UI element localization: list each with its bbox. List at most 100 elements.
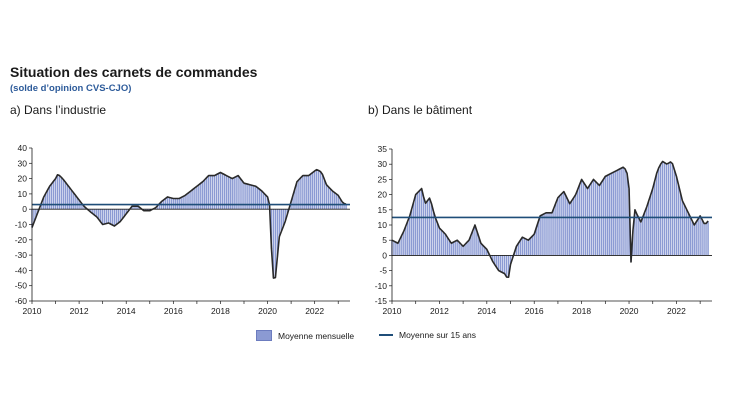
industry-bar [327, 186, 330, 210]
industry-bar [117, 208, 120, 224]
industry-bar [264, 194, 267, 210]
building-bar [679, 192, 682, 256]
industry-bar [103, 208, 106, 225]
industry-y-tick-label: 10 [18, 189, 28, 199]
building-bar [612, 172, 615, 256]
legend-line-label: Moyenne sur 15 ans [399, 330, 477, 340]
building-bar [659, 163, 662, 256]
legend-bars-label: Moyenne mensuelle [278, 330, 355, 341]
building-bar [394, 242, 398, 256]
industry-x-tick-label: 2010 [23, 306, 42, 316]
industry-bar [331, 190, 334, 210]
industry-bar [329, 188, 332, 210]
building-x-tick-label: 2022 [667, 306, 686, 316]
building-bar [533, 233, 536, 256]
building-bar [702, 223, 706, 256]
building-bar [457, 242, 461, 256]
building-bar [675, 176, 678, 256]
building-bar [619, 168, 623, 256]
chart-subtitle: (solde d’opinion CVS-CJO) [10, 83, 132, 94]
building-bar [531, 235, 534, 256]
building-bar [452, 242, 455, 256]
building-bar [639, 221, 643, 256]
building-bar [523, 237, 526, 256]
building-bar [572, 197, 575, 256]
building-bar [521, 236, 524, 256]
building-y-tick-label: -15 [375, 296, 388, 306]
industry-bar [185, 193, 189, 210]
building-bar [430, 203, 433, 256]
building-bar [562, 191, 566, 256]
building-bar [536, 221, 540, 256]
building-bar [582, 182, 585, 256]
building-y-tick-label: 5 [382, 235, 387, 245]
building-bar [568, 203, 571, 256]
industry-bar [107, 208, 110, 224]
industry-bar [262, 192, 265, 210]
building-bar [698, 215, 702, 256]
building-y-tick-label: 0 [382, 250, 387, 260]
industry-x-tick-label: 2016 [164, 306, 183, 316]
industry-bar [183, 195, 187, 210]
building-bar [643, 211, 647, 256]
building-bar [422, 196, 425, 256]
building-bar [461, 246, 465, 256]
industry-bar [246, 183, 250, 210]
industry-bar [278, 208, 281, 237]
industry-bar [105, 208, 108, 224]
industry-bar [179, 197, 183, 210]
building-bar [406, 220, 410, 256]
industry-bar [250, 185, 254, 210]
building-bar [438, 227, 441, 256]
building-bar [647, 200, 651, 256]
building-bar [525, 238, 528, 256]
building-bar [649, 194, 652, 256]
building-bar [657, 167, 660, 256]
industry-bar [46, 189, 49, 210]
legend-line: Moyenne sur 15 ans [379, 330, 476, 340]
industry-series-line [31, 168, 347, 279]
building-bar [446, 236, 449, 256]
building-bar [499, 255, 502, 272]
industry-y-tick-label: -10 [15, 220, 28, 230]
building-bar [625, 173, 629, 256]
building-bar [552, 207, 556, 256]
building-bar [453, 240, 457, 256]
building-bar [600, 182, 603, 256]
building-bar [505, 255, 508, 278]
building-bar [527, 239, 530, 256]
industry-x-tick-label: 2018 [211, 306, 230, 316]
building-x-tick-label: 2018 [572, 306, 591, 316]
building-bar [598, 185, 601, 256]
building-bar [687, 212, 690, 256]
industry-bar [333, 192, 336, 210]
building-bar [637, 217, 641, 256]
building-bar [556, 197, 560, 256]
building-bar [667, 162, 670, 256]
building-bar [440, 229, 443, 256]
building-bar [621, 167, 625, 256]
building-bar [671, 163, 674, 256]
industry-bar [248, 184, 252, 210]
building-x-tick-label: 2014 [477, 306, 496, 316]
building-bar [691, 220, 694, 256]
building-bar [558, 195, 562, 256]
building-x-tick-label: 2010 [383, 306, 402, 316]
building-bar [586, 188, 589, 256]
building-bar [554, 202, 558, 256]
building-bar [694, 221, 698, 256]
building-bar [663, 162, 666, 256]
industry-bar [166, 196, 169, 210]
industry-bar [191, 189, 195, 210]
industry-bar [181, 196, 185, 210]
industry-bar [317, 170, 320, 210]
industry-bar [258, 189, 261, 210]
building-bar [673, 169, 676, 256]
industry-y-tick-label: 0 [22, 204, 27, 214]
building-bar [426, 200, 429, 256]
building-bar [578, 184, 581, 256]
building-bar [392, 240, 396, 256]
building-y-tick-label: -10 [375, 281, 388, 291]
industry-bar [313, 170, 316, 210]
building-bar [501, 255, 504, 273]
